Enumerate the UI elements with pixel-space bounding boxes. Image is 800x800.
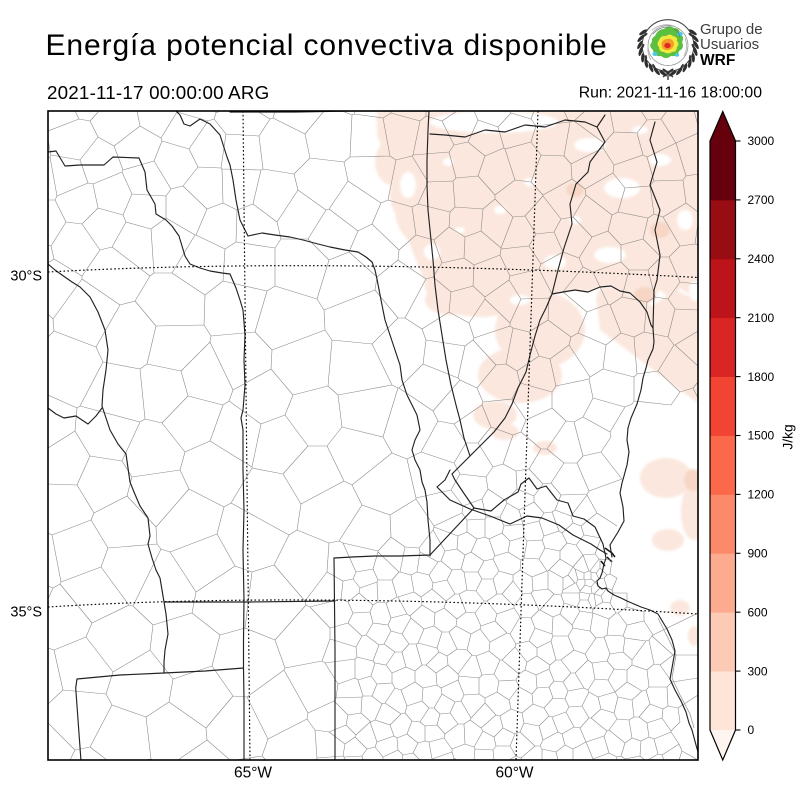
- svg-text:900: 900: [748, 547, 768, 561]
- svg-text:J/kg: J/kg: [781, 424, 796, 449]
- svg-text:60°W: 60°W: [495, 765, 533, 782]
- svg-text:1200: 1200: [748, 488, 775, 502]
- svg-text:35°S: 35°S: [10, 605, 42, 621]
- svg-text:0: 0: [748, 723, 755, 737]
- svg-text:Run: 2021-11-16 18:00:00: Run: 2021-11-16 18:00:00: [579, 85, 762, 102]
- svg-text:600: 600: [748, 605, 768, 619]
- svg-text:3000: 3000: [748, 134, 775, 148]
- svg-text:Grupo de: Grupo de: [700, 21, 763, 38]
- svg-text:65°W: 65°W: [234, 765, 272, 782]
- svg-text:2700: 2700: [748, 193, 775, 207]
- svg-text:1800: 1800: [748, 370, 775, 384]
- svg-text:30°S: 30°S: [10, 269, 42, 285]
- svg-text:1500: 1500: [748, 429, 775, 443]
- svg-text:2100: 2100: [748, 311, 775, 325]
- svg-text:300: 300: [748, 664, 768, 678]
- svg-text:2021-11-17 00:00:00 ARG: 2021-11-17 00:00:00 ARG: [47, 82, 269, 103]
- svg-text:2400: 2400: [748, 252, 775, 266]
- svg-text:WRF: WRF: [700, 52, 735, 69]
- svg-text:Usuarios: Usuarios: [700, 36, 759, 53]
- svg-text:Energía potencial convectiva d: Energía potencial convectiva disponible: [46, 29, 608, 62]
